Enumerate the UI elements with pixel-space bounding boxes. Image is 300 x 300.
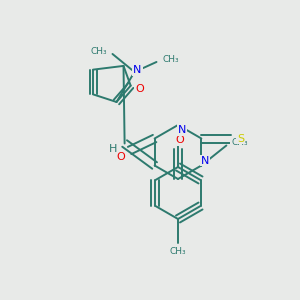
Text: CH₃: CH₃ [170, 248, 186, 256]
Text: O: O [135, 84, 144, 94]
Text: CH₃: CH₃ [90, 47, 107, 56]
Text: CH₃: CH₃ [231, 138, 248, 147]
Text: H: H [108, 143, 117, 154]
Text: O: O [176, 135, 184, 145]
Text: S: S [237, 134, 244, 143]
Text: CH₃: CH₃ [162, 56, 179, 64]
Text: N: N [201, 155, 210, 166]
Text: N: N [178, 125, 186, 135]
Text: O: O [116, 152, 125, 161]
Text: N: N [133, 65, 142, 75]
